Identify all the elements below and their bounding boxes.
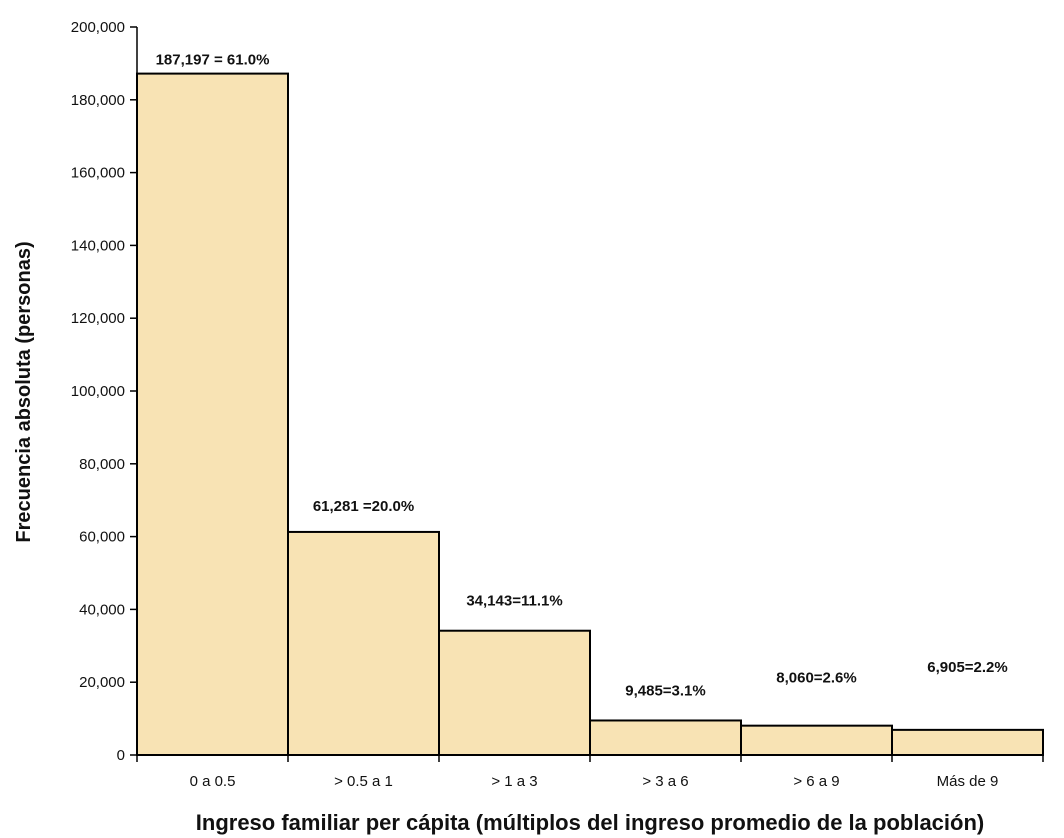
bars-layer [136, 72, 1044, 757]
y-tick-label: 140,000 [71, 237, 125, 254]
bar-3 [438, 629, 591, 756]
bar-6 [891, 728, 1044, 756]
data-label-5: 8,060=2.6% [776, 670, 857, 687]
y-tick-label: 20,000 [79, 674, 125, 691]
bar-5 [740, 724, 893, 757]
bar-2 [287, 530, 440, 756]
x-tick-label: 0 a 0.5 [190, 773, 236, 790]
y-tick-label: 180,000 [71, 92, 125, 109]
x-tick-label: > 1 a 3 [491, 773, 537, 790]
x-tick-label: > 6 a 9 [793, 773, 839, 790]
axis-layer: 0 20,000 40,000 60,000 80,000 100,000 120,000 1… [71, 19, 1044, 790]
y-tick-label: 120,000 [71, 310, 125, 327]
y-tick-label: 200,000 [71, 19, 125, 36]
y-tick-label: 60,000 [79, 529, 125, 546]
labels-layer: 187,197 = 61.0% 61,281 =20.0% 34,143=11.1%… [156, 52, 1008, 700]
data-label-3: 34,143=11.1% [466, 593, 562, 610]
y-tick-label: 80,000 [79, 456, 125, 473]
y-tick-label: 40,000 [79, 601, 125, 618]
y-axis-title: Frecuencia absoluta (personas) [13, 241, 35, 542]
data-label-4: 9,485=3.1% [625, 682, 706, 699]
x-axis-title: Ingreso familiar per cápita (múltiplos d… [196, 810, 984, 835]
y-tick-label: 100,000 [71, 383, 125, 400]
data-label-2: 61,281 =20.0% [313, 498, 414, 515]
data-label-6: 6,905=2.2% [927, 659, 1008, 676]
x-tick-label: Más de 9 [937, 773, 999, 790]
x-tick-label: > 3 a 6 [642, 773, 688, 790]
bar-4 [589, 719, 742, 757]
y-tick-label: 160,000 [71, 165, 125, 182]
data-label-1: 187,197 = 61.0% [156, 52, 270, 69]
bar-1 [136, 72, 289, 757]
x-tick-label: > 0.5 a 1 [334, 773, 393, 790]
y-tick-label: 0 [117, 747, 125, 764]
